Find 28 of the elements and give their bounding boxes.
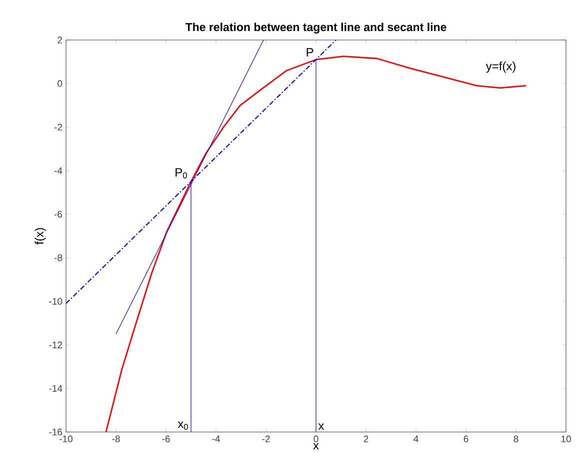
x-tick-label: 2 bbox=[364, 436, 368, 442]
annotation: P$_{0}$ bbox=[176, 168, 187, 178]
annotation: x bbox=[318, 423, 324, 430]
y-tick-label: -8 bbox=[54, 254, 62, 262]
x-tick-label: 8 bbox=[514, 436, 518, 442]
x-tick-label: -6 bbox=[162, 436, 170, 442]
annotation: P bbox=[306, 48, 314, 56]
x-tick-label: 4 bbox=[414, 436, 418, 442]
y-tick-label: -12 bbox=[49, 342, 62, 348]
annotation: y=f(x) bbox=[486, 62, 516, 73]
x-tick-label: 10 bbox=[561, 436, 571, 442]
y-tick-label: -14 bbox=[49, 385, 62, 392]
y-tick-label: -4 bbox=[54, 167, 62, 174]
annotation: x$_{0}$ bbox=[178, 422, 188, 430]
x-axis-title: x bbox=[313, 443, 319, 450]
x-tick-label: 0 bbox=[314, 436, 318, 442]
y-tick-label: -2 bbox=[54, 124, 62, 130]
x-tick-label: 6 bbox=[464, 436, 468, 442]
y-tick-label: -10 bbox=[49, 298, 62, 305]
x-tick-label: -8 bbox=[112, 436, 120, 442]
chart-title: The relation between tagent line and secant line bbox=[185, 22, 446, 34]
x-tick-label: -4 bbox=[212, 436, 220, 442]
y-tick-label: 0 bbox=[58, 80, 62, 87]
y-axis-title: f(x) bbox=[34, 228, 46, 244]
y-tick-label: 2 bbox=[58, 36, 62, 44]
x-tick-label: -2 bbox=[262, 436, 270, 442]
y-tick-label: -6 bbox=[54, 210, 62, 218]
y-tick-label: -16 bbox=[49, 428, 62, 436]
